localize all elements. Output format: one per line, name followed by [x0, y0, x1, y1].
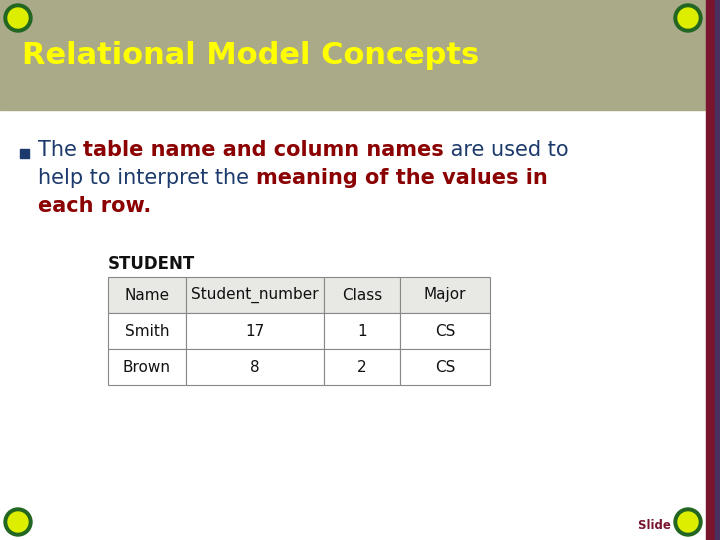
Text: table name and column names: table name and column names: [84, 140, 444, 160]
Bar: [108, 349, 186, 385]
Bar: [400, 277, 490, 313]
Bar: [324, 313, 400, 349]
Text: each row.: each row.: [38, 196, 151, 216]
Text: CS: CS: [435, 360, 455, 375]
Circle shape: [678, 512, 698, 532]
Text: Relational Model Concepts: Relational Model Concepts: [22, 40, 480, 70]
Text: Slide 2- 3: Slide 2- 3: [638, 519, 700, 532]
Text: The: The: [38, 140, 84, 160]
Text: 2: 2: [357, 360, 366, 375]
Text: 8: 8: [250, 360, 260, 375]
Bar: [0, 0, 706, 110]
Bar: [324, 277, 400, 313]
Bar: [400, 349, 490, 385]
Bar: [20, 149, 29, 158]
Text: Name: Name: [125, 287, 170, 302]
Circle shape: [8, 8, 28, 28]
Text: help to interpret the: help to interpret the: [38, 168, 256, 188]
Bar: [108, 313, 186, 349]
Circle shape: [678, 8, 698, 28]
Circle shape: [8, 512, 28, 532]
Text: CS: CS: [435, 323, 455, 339]
Text: are used to: are used to: [444, 140, 569, 160]
Bar: [715, 0, 720, 540]
Bar: [186, 277, 324, 313]
Text: Smith: Smith: [125, 323, 169, 339]
Text: STUDENT: STUDENT: [108, 255, 195, 273]
Text: 17: 17: [246, 323, 265, 339]
Circle shape: [674, 508, 702, 536]
Text: 1: 1: [357, 323, 366, 339]
Circle shape: [4, 4, 32, 32]
Bar: [108, 277, 186, 313]
Text: Major: Major: [424, 287, 467, 302]
Bar: [186, 349, 324, 385]
Bar: [324, 349, 400, 385]
Circle shape: [674, 4, 702, 32]
Bar: [400, 313, 490, 349]
Text: Student_number: Student_number: [192, 287, 319, 303]
Text: meaning of the values in: meaning of the values in: [256, 168, 547, 188]
Bar: [0, 110, 706, 540]
Text: Brown: Brown: [123, 360, 171, 375]
Bar: [186, 313, 324, 349]
Text: Class: Class: [342, 287, 382, 302]
Circle shape: [4, 508, 32, 536]
Bar: [706, 0, 715, 540]
